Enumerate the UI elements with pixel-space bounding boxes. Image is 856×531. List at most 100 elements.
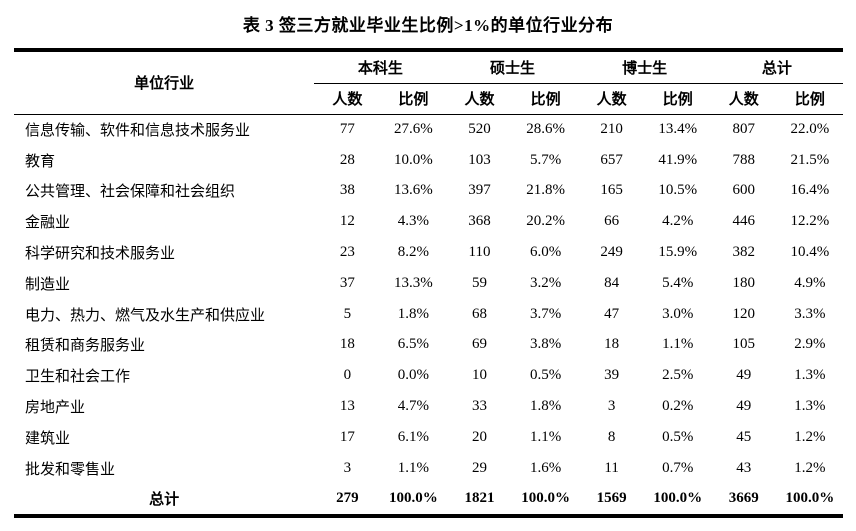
column-group-master: 硕士生 <box>446 50 579 84</box>
count-cell: 110 <box>468 244 491 261</box>
table-row: 科学研究和技术服务业 23 8.2% 110 6.0% 249 15.9% 382 10.4% <box>14 237 843 268</box>
ratio-cell: 4.3% <box>397 213 430 230</box>
table-row: 制造业 37 13.3% 59 3.2% 84 5.4% 180 4.9% <box>14 268 843 299</box>
count-cell: 807 <box>732 121 756 138</box>
ratio-cell: 0.2% <box>662 398 694 415</box>
table-row: 租赁和商务服务业 18 6.5% 69 3.8% 18 1.1% 105 2.9% <box>14 330 843 361</box>
ratio-cell: 3.7% <box>529 305 562 322</box>
total-row: 总计 279 100.0% 1821 100.0% 1569 100.0% 3669 100.0… <box>14 484 843 516</box>
industry-label: 建筑业 <box>25 430 71 447</box>
count-cell: 38 <box>339 182 355 199</box>
count-cell: 382 <box>732 244 756 261</box>
industry-label: 卫生和社会工作 <box>25 369 131 386</box>
table-row: 金融业 12 4.3% 368 20.2% 66 4.2% 446 12.2% <box>14 206 843 237</box>
ratio-cell: 100.0% <box>521 490 570 507</box>
count-cell: 33 <box>472 398 487 415</box>
ratio-cell: 10.4% <box>790 244 830 261</box>
ratio-cell: 3.0% <box>662 305 694 322</box>
industry-label: 信息传输、软件和信息技术服务业 <box>25 123 251 140</box>
industry-label: 科学研究和技术服务业 <box>25 246 176 263</box>
count-cell: 8 <box>607 428 616 445</box>
ratio-cell: 10.5% <box>658 182 698 199</box>
column-group-doctoral: 博士生 <box>578 50 711 84</box>
count-cell: 397 <box>468 182 491 199</box>
count-cell: 18 <box>339 336 355 353</box>
ratio-cell: 13.6% <box>394 182 433 199</box>
table-row: 电力、热力、燃气及水生产和供应业 5 1.8% 68 3.7% 47 3.0% 120 3.3% <box>14 299 843 330</box>
count-cell: 105 <box>732 336 756 353</box>
ratio-cell: 10.0% <box>394 151 433 168</box>
table-body: 信息传输、软件和信息技术服务业 77 27.6% 520 28.6% 210 13.4% 80… <box>14 114 843 516</box>
industry-label: 租赁和商务服务业 <box>25 338 146 355</box>
count-cell: 180 <box>732 274 756 291</box>
count-cell: 84 <box>604 274 620 291</box>
ratio-cell: 1.2% <box>794 428 826 445</box>
ratio-cell: 21.8% <box>526 182 565 199</box>
ratio-cell: 4.2% <box>662 213 694 230</box>
industry-label: 教育 <box>25 153 56 170</box>
ratio-cell: 27.6% <box>394 121 433 138</box>
column-header-industry: 单位行业 <box>14 50 315 115</box>
count-cell: 69 <box>472 336 487 353</box>
industry-label: 批发和零售业 <box>25 461 116 478</box>
ratio-cell: 13.4% <box>658 121 698 138</box>
table-row: 房地产业 13 4.7% 33 1.8% 3 0.2% 49 1.3% <box>14 391 843 422</box>
count-cell: 3 <box>343 459 352 476</box>
column-header-count: 人数 <box>578 83 645 115</box>
count-cell: 788 <box>732 151 756 168</box>
count-cell: 3 <box>607 398 616 415</box>
ratio-cell: 1.1% <box>397 459 430 476</box>
ratio-cell: 6.0% <box>529 244 562 261</box>
ratio-cell: 6.1% <box>397 428 430 445</box>
column-header-ratio: 比例 <box>644 83 711 115</box>
ratio-cell: 6.5% <box>397 336 430 353</box>
ratio-cell: 21.5% <box>790 151 830 168</box>
ratio-cell: 3.8% <box>529 336 562 353</box>
column-header-count: 人数 <box>314 83 381 115</box>
column-group-undergraduate: 本科生 <box>314 50 447 84</box>
count-cell: 279 <box>336 490 359 507</box>
column-header-count: 人数 <box>446 83 513 115</box>
ratio-cell: 1.2% <box>794 459 826 476</box>
ratio-cell: 3.2% <box>529 274 562 291</box>
count-cell: 12 <box>339 213 355 230</box>
count-cell: 49 <box>736 367 752 384</box>
table-header: 单位行业 本科生 硕士生 博士生 总计 人数 比例 人数 比例 人数 比例 人数… <box>14 50 843 115</box>
table-row: 建筑业 17 6.1% 20 1.1% 8 0.5% 45 1.2% <box>14 422 843 453</box>
industry-label: 电力、热力、燃气及水生产和供应业 <box>25 307 266 324</box>
ratio-cell: 12.2% <box>790 213 830 230</box>
ratio-cell: 1.3% <box>794 367 826 384</box>
count-cell: 210 <box>600 121 623 138</box>
count-cell: 37 <box>339 274 355 291</box>
count-cell: 10 <box>472 367 487 384</box>
count-cell: 3669 <box>728 490 759 507</box>
ratio-cell: 100.0% <box>785 490 835 507</box>
ratio-cell: 1.1% <box>662 336 694 353</box>
count-cell: 68 <box>472 305 487 322</box>
count-cell: 11 <box>604 459 619 476</box>
ratio-cell: 0.7% <box>662 459 694 476</box>
industry-distribution-table: 单位行业 本科生 硕士生 博士生 总计 人数 比例 人数 比例 人数 比例 人数… <box>14 48 843 518</box>
count-cell: 103 <box>468 151 491 168</box>
table-row: 卫生和社会工作 0 0.0% 10 0.5% 39 2.5% 49 1.3% <box>14 360 843 391</box>
table-row: 公共管理、社会保障和社会组织 38 13.6% 397 21.8% 165 10.5% 600… <box>14 176 843 207</box>
ratio-cell: 1.3% <box>794 398 826 415</box>
total-label: 总计 <box>149 492 180 509</box>
industry-label: 房地产业 <box>25 400 86 417</box>
count-cell: 600 <box>732 182 756 199</box>
ratio-cell: 0.0% <box>397 367 430 384</box>
table-row: 教育 28 10.0% 103 5.7% 657 41.9% 788 21.5% <box>14 145 843 176</box>
count-cell: 45 <box>736 428 752 445</box>
count-cell: 43 <box>736 459 752 476</box>
count-cell: 29 <box>472 459 487 476</box>
count-cell: 23 <box>339 244 355 261</box>
count-cell: 20 <box>472 428 487 445</box>
ratio-cell: 1.6% <box>529 459 562 476</box>
industry-label: 制造业 <box>25 276 71 293</box>
table-row: 批发和零售业 3 1.1% 29 1.6% 11 0.7% 43 1.2% <box>14 453 843 484</box>
column-header-ratio: 比例 <box>512 83 579 115</box>
industry-label: 金融业 <box>25 215 71 232</box>
column-header-ratio: 比例 <box>776 83 843 115</box>
ratio-cell: 1.8% <box>529 398 562 415</box>
